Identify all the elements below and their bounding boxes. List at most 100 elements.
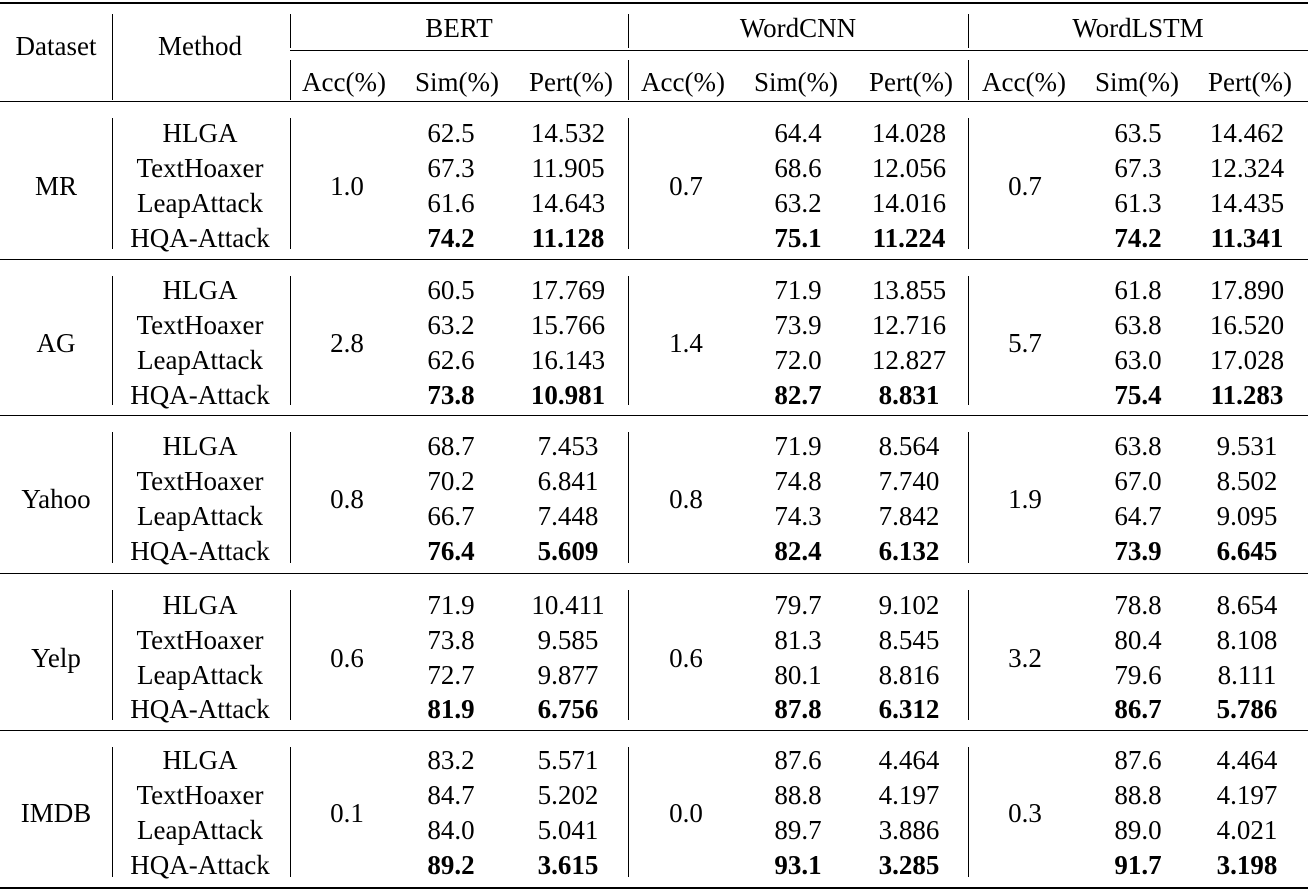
- metric-value: 16.520: [1209, 310, 1285, 340]
- method-label: HLGA: [162, 275, 238, 305]
- group-separator: [0, 573, 1308, 574]
- method-label: LeapAttack: [137, 188, 263, 218]
- metric-value: 9.531: [1216, 431, 1278, 461]
- method-label: HLGA: [162, 745, 238, 775]
- acc-value: 0.6: [669, 642, 703, 673]
- group-vline: [628, 432, 629, 563]
- metric-value: 74.3: [774, 501, 822, 531]
- metric-value: 12.827: [871, 345, 947, 375]
- metric-value: 3.615: [537, 850, 599, 880]
- metric-value: 89.0: [1114, 815, 1162, 845]
- metric-value: 8.111: [1217, 660, 1277, 690]
- metric-value: 12.056: [871, 153, 947, 183]
- method-header: Method: [158, 31, 242, 61]
- metric-value: 64.4: [774, 118, 822, 148]
- metric-value: 73.9: [774, 310, 822, 340]
- metric-value: 75.4: [1114, 380, 1162, 410]
- metric-value: 63.5: [1114, 118, 1162, 148]
- group-vline: [628, 276, 629, 405]
- metric-value: 89.2: [427, 850, 475, 880]
- metric-value: 62.5: [427, 118, 475, 148]
- metric-value: 14.643: [530, 188, 606, 218]
- dataset-label: AG: [36, 327, 76, 358]
- metric-value: 75.1: [774, 223, 822, 253]
- metric-value: 82.4: [774, 536, 822, 566]
- metric-value: 13.855: [871, 275, 947, 305]
- group-vline: [968, 590, 969, 720]
- metric-value: 81.9: [427, 694, 475, 724]
- metric-value: 8.816: [878, 660, 940, 690]
- acc-value: 1.4: [669, 327, 703, 358]
- metric-value: 8.654: [1216, 590, 1278, 620]
- metric-value: 76.4: [427, 536, 475, 566]
- method-label: TextHoaxer: [136, 466, 264, 496]
- metric-value: 6.645: [1216, 536, 1278, 566]
- metric-value: 7.740: [878, 466, 940, 496]
- metric-value: 68.7: [427, 431, 475, 461]
- group-vline: [968, 747, 969, 877]
- method-label: HLGA: [162, 431, 238, 461]
- group-vline: [290, 118, 291, 249]
- metric-value: 74.2: [427, 223, 475, 253]
- metric-value: 11.224: [872, 223, 946, 253]
- metric-value: 6.132: [878, 536, 940, 566]
- metric-header: Sim(%): [415, 67, 499, 97]
- metric-header: Acc(%): [302, 67, 386, 97]
- method-label: TextHoaxer: [136, 625, 264, 655]
- bottom-rule: [0, 887, 1308, 889]
- metric-value: 87.6: [1114, 745, 1162, 775]
- metric-value: 7.842: [878, 501, 940, 531]
- metric-value: 4.197: [1216, 780, 1278, 810]
- header-vline: [628, 60, 629, 100]
- metric-header: Pert(%): [1208, 67, 1292, 97]
- method-label: HQA-Attack: [130, 850, 270, 880]
- metric-value: 71.9: [427, 590, 475, 620]
- group-vline: [112, 590, 113, 720]
- metric-value: 61.8: [1114, 275, 1162, 305]
- header-vline: [112, 14, 113, 100]
- acc-value: 1.0: [330, 170, 364, 201]
- group-vline: [112, 118, 113, 249]
- acc-value: 0.0: [669, 797, 703, 828]
- metric-value: 14.028: [871, 118, 947, 148]
- metric-value: 79.7: [774, 590, 822, 620]
- metric-value: 61.6: [427, 188, 475, 218]
- method-label: HQA-Attack: [130, 380, 270, 410]
- metric-value: 6.841: [537, 466, 599, 496]
- group-separator: [0, 259, 1308, 260]
- method-label: LeapAttack: [137, 660, 263, 690]
- metric-value: 62.6: [427, 345, 475, 375]
- metric-value: 3.198: [1216, 850, 1278, 880]
- metric-value: 63.8: [1114, 310, 1162, 340]
- metric-value: 81.3: [774, 625, 822, 655]
- method-label: HQA-Attack: [130, 223, 270, 253]
- metric-value: 8.502: [1216, 466, 1278, 496]
- metric-header: Sim(%): [1095, 67, 1179, 97]
- metric-value: 73.9: [1114, 536, 1162, 566]
- metric-value: 8.831: [878, 380, 940, 410]
- metric-value: 88.8: [1114, 780, 1162, 810]
- group-vline: [112, 747, 113, 877]
- metric-header: Pert(%): [529, 67, 613, 97]
- metric-value: 5.041: [537, 815, 599, 845]
- metric-value: 16.143: [530, 345, 606, 375]
- metric-value: 74.8: [774, 466, 822, 496]
- metric-value: 74.2: [1114, 223, 1162, 253]
- header-vline: [628, 14, 629, 48]
- method-label: HLGA: [162, 118, 238, 148]
- metric-value: 9.877: [537, 660, 599, 690]
- model-header: BERT: [425, 13, 493, 43]
- method-label: LeapAttack: [137, 345, 263, 375]
- group-vline: [968, 118, 969, 249]
- group-vline: [628, 747, 629, 877]
- model-header: WordCNN: [739, 13, 857, 43]
- metric-value: 12.324: [1209, 153, 1285, 183]
- metric-value: 6.312: [878, 694, 940, 724]
- method-label: TextHoaxer: [136, 153, 264, 183]
- metric-value: 4.021: [1216, 815, 1278, 845]
- metric-value: 84.0: [427, 815, 475, 845]
- metric-value: 91.7: [1114, 850, 1162, 880]
- metric-value: 73.8: [427, 625, 475, 655]
- metric-value: 11.283: [1210, 380, 1284, 410]
